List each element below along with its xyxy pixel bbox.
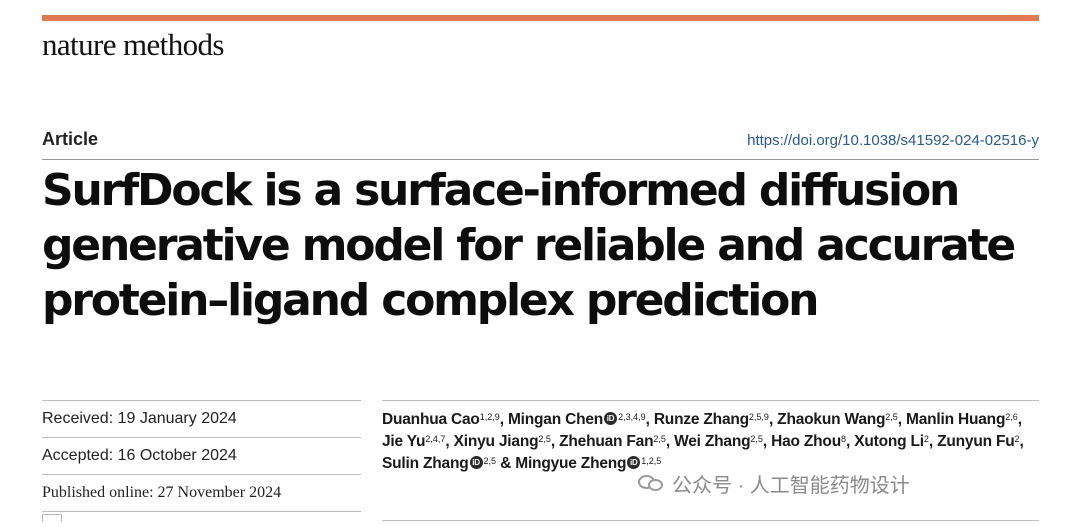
article-header-row: Article https://doi.org/10.1038/s41592-0…: [42, 129, 1039, 159]
orcid-icon[interactable]: iD: [627, 456, 641, 470]
author[interactable]: Wei Zhang2,5: [674, 433, 763, 450]
author[interactable]: Mingan Chen iD 2,3,4,9: [508, 411, 646, 428]
watermark-text: 公众号 · 人工智能药物设计: [672, 474, 910, 497]
author-name: Zhehuan Fan: [559, 433, 654, 450]
article-title: SurfDock is a surface-informed diffusion…: [42, 165, 1016, 326]
affiliation-superscript: 2,5: [885, 412, 898, 422]
author[interactable]: Mingyue Zheng iD 1,2,5: [515, 455, 661, 472]
affiliation-superscript: 2: [1014, 434, 1020, 444]
author[interactable]: Manlin Huang2,6: [906, 411, 1018, 428]
affiliation-superscript: 1,2,5: [641, 456, 662, 466]
affiliation-superscript: 2: [923, 434, 929, 444]
author-name: Mingan Chen: [507, 411, 604, 428]
journal-name: nature methods: [42, 27, 224, 62]
affiliation-superscript: 2,4,7: [425, 434, 446, 444]
author-name: Jie Yu: [382, 433, 426, 450]
wechat-icon: [638, 472, 666, 494]
dates-bottom-divider: [42, 511, 361, 522]
publication-dates: Received: 19 January 2024 Accepted: 16 O…: [42, 400, 361, 522]
author[interactable]: Hao Zhou8: [771, 433, 846, 450]
author[interactable]: Xinyu Jiang2,5: [454, 433, 551, 450]
received-date: Received: 19 January 2024: [42, 400, 361, 437]
doi-link[interactable]: https://doi.org/10.1038/s41592-024-02516…: [747, 132, 1039, 149]
affiliation-superscript: 2,5: [483, 456, 497, 466]
published-date: Published online: 27 November 2024: [42, 474, 361, 511]
authors-top-divider: [382, 400, 1039, 401]
article-type-label: Article: [42, 129, 99, 149]
author-name: Sulin Zhang: [382, 455, 469, 472]
author-name: Wei Zhang: [674, 433, 751, 450]
author-name: Runze Zhang: [653, 411, 749, 428]
author[interactable]: Zhehuan Fan2,5: [559, 433, 666, 450]
author[interactable]: Runze Zhang2,5,9: [654, 411, 769, 428]
author[interactable]: Xutong Li2: [854, 433, 929, 450]
author[interactable]: Zunyun Fu2: [937, 433, 1019, 450]
checkbox-stub: [42, 514, 62, 522]
author[interactable]: Zhaokun Wang2,5: [777, 411, 898, 428]
affiliation-superscript: 2,6: [1005, 412, 1018, 422]
author-name: Zhaokun Wang: [777, 411, 886, 428]
authors-bottom-divider: [382, 520, 1039, 521]
accepted-date: Accepted: 16 October 2024: [42, 437, 361, 474]
orcid-icon[interactable]: iD: [469, 456, 483, 470]
affiliation-superscript: 2,5: [653, 434, 666, 444]
author[interactable]: Duanhua Cao1,2,9: [382, 411, 500, 428]
wechat-watermark: 公众号 · 人工智能药物设计: [638, 470, 910, 497]
affiliation-superscript: 2,3,4,9: [618, 412, 646, 422]
author-name: Xinyu Jiang: [453, 433, 539, 450]
author[interactable]: Sulin Zhang iD 2,5: [382, 455, 496, 472]
affiliation-superscript: 8: [840, 434, 846, 444]
author-name: Zunyun Fu: [937, 433, 1015, 450]
affiliation-superscript: 2,5: [538, 434, 551, 444]
author-name: Duanhua Cao: [382, 411, 480, 428]
author-name: Manlin Huang: [906, 411, 1006, 428]
author-name: Xutong Li: [854, 433, 924, 450]
author-name: Hao Zhou: [771, 433, 841, 450]
affiliation-superscript: 2,5: [750, 434, 763, 444]
header-divider: [42, 159, 1039, 160]
affiliation-superscript: 2,5,9: [748, 412, 769, 422]
orcid-icon[interactable]: iD: [604, 412, 618, 426]
author[interactable]: Jie Yu2,4,7: [382, 433, 445, 450]
journal-accent-bar: [42, 15, 1039, 21]
author-list: Duanhua Cao1,2,9, Mingan Chen iD 2,3,4,9, …: [382, 411, 1024, 472]
author-name: Mingyue Zheng: [515, 455, 627, 472]
affiliation-superscript: 1,2,9: [479, 412, 500, 422]
